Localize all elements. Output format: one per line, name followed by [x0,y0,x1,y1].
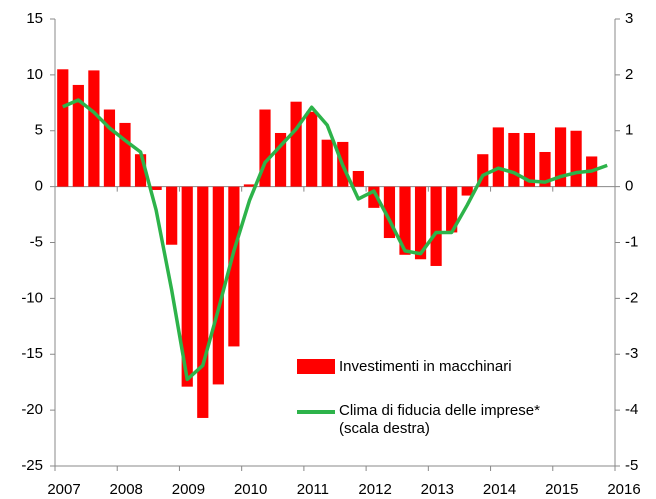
bar [539,151,551,187]
bar [57,69,69,187]
bar [103,109,116,187]
x-tick-label: 2010 [234,481,267,498]
bar [306,111,318,187]
bar [259,109,271,187]
line [62,98,608,382]
bar [88,70,100,187]
bar [119,122,131,187]
bar [243,184,256,187]
y-tick-label: -25 [21,457,43,474]
bar [212,186,224,385]
legend-item: Clima di fiducia delle imprese* (scala d… [297,402,579,438]
y-tick-label: 10 [26,66,43,83]
bar [430,186,442,266]
y2-tick-label: -2 [625,289,638,306]
bar [414,186,427,260]
y-tick-label: 15 [26,10,43,27]
legend-label: Investimenti in macchinari [339,358,512,375]
x-tick-label: 2015 [545,481,578,498]
y2-tick-label: 0 [625,178,633,195]
x-tick-label: 2016 [607,481,640,498]
legend-swatch [297,410,335,414]
legend-swatch [297,359,335,374]
y2-tick-label: 2 [625,66,633,83]
x-tick-label: 2008 [110,481,143,498]
bar [508,132,520,187]
x-tick-label: 2009 [172,481,205,498]
y2-tick-label: -3 [625,345,638,362]
bar [554,127,567,187]
bar [181,186,193,387]
y-tick-label: -20 [21,401,43,418]
bar [150,186,162,190]
bar [446,186,458,233]
y2-tick-label: -5 [625,457,638,474]
bar [368,186,380,208]
y-tick-label: -10 [21,289,43,306]
y2-tick-label: -1 [625,233,638,250]
bar [228,186,240,347]
x-tick-label: 2007 [47,481,80,498]
bar [570,130,582,187]
bar [383,186,396,239]
y2-tick-label: -4 [625,401,638,418]
bar [166,186,178,245]
x-tick-label: 2012 [358,481,391,498]
y2-tick-label: 1 [625,122,633,139]
bar [523,132,536,187]
x-tick-label: 2011 [297,481,329,498]
bar [352,170,364,187]
bar [399,186,411,255]
y-tick-label: -5 [30,233,43,250]
y-tick-label: -15 [21,345,43,362]
y-tick-label: 0 [35,178,43,195]
bar [197,186,209,418]
bar [321,139,333,187]
bar [477,154,489,187]
x-tick-label: 2014 [483,481,516,498]
bar [290,101,302,187]
bar [461,186,473,196]
bar [274,132,287,187]
y-tick-label: 5 [35,122,43,139]
legend-label: Clima di fiducia delle imprese* (scala d… [339,402,540,437]
x-tick-label: 2013 [421,481,454,498]
legend-item: Investimenti in macchinari [297,358,579,376]
y2-tick-label: 3 [625,10,633,27]
bar [72,84,84,187]
bar [134,154,147,187]
bar [492,127,504,187]
